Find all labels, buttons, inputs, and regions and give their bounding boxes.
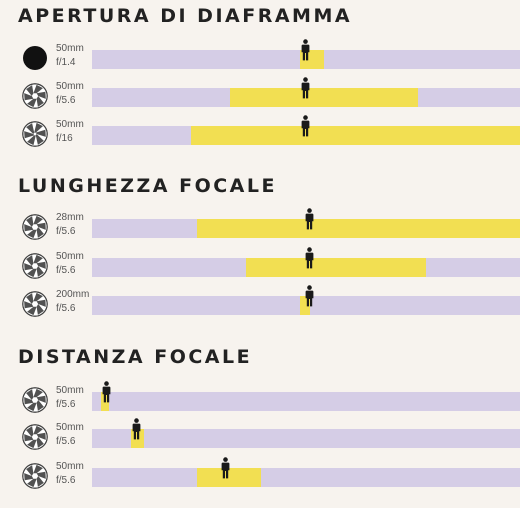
focal-length-label: 28mm — [56, 212, 84, 223]
aperture-wide-open-icon — [21, 44, 49, 72]
lens-settings: 50mm f/5.6 — [56, 80, 84, 108]
diagram-row: 28mm f/5.6 — [0, 208, 520, 244]
person-icon — [305, 208, 314, 230]
distance-bar — [92, 247, 520, 277]
person-icon — [102, 381, 111, 403]
person-icon — [305, 285, 314, 307]
aperture-label: f/5.6 — [56, 399, 76, 410]
distance-bar — [92, 208, 520, 238]
depth-of-field-zone — [246, 258, 426, 277]
focal-length-label: 50mm — [56, 422, 84, 433]
distance-bar — [92, 115, 520, 145]
distance-bar — [92, 285, 520, 315]
aperture-label: f/5.6 — [56, 95, 76, 106]
lens-settings: 50mm f/5.6 — [56, 250, 84, 278]
aperture-medium-icon — [21, 290, 49, 318]
focal-length-label: 50mm — [56, 43, 84, 54]
distance-bar — [92, 457, 520, 487]
depth-of-field-zone — [130, 429, 144, 448]
focal-length-label: 50mm — [56, 251, 84, 262]
lens-settings: 28mm f/5.6 — [56, 211, 84, 239]
person-icon — [221, 457, 230, 479]
diagram-row: 50mm f/5.6 — [0, 418, 520, 454]
lens-settings: 50mm f/5.6 — [56, 384, 84, 412]
section-title: DISTANZA FOCALE — [18, 346, 253, 368]
lens-settings: 50mm f/5.6 — [56, 421, 84, 449]
focal-length-label: 200mm — [56, 289, 90, 300]
aperture-label: f/5.6 — [56, 303, 76, 314]
distance-bar — [92, 77, 520, 107]
aperture-label: f/5.6 — [56, 226, 76, 237]
diagram-row: 50mm f/16 — [0, 115, 520, 151]
diagram-row: 50mm f/5.6 — [0, 247, 520, 283]
lens-settings: 50mm f/16 — [56, 118, 84, 146]
lens-settings: 50mm f/1.4 — [56, 42, 84, 70]
focal-length-label: 50mm — [56, 385, 84, 396]
depth-of-field-zone — [229, 88, 419, 107]
section-title: LUNGHEZZA FOCALE — [18, 175, 277, 197]
aperture-label: f/1.4 — [56, 57, 76, 68]
person-icon — [301, 77, 310, 99]
person-icon — [132, 418, 141, 440]
aperture-label: f/5.6 — [56, 265, 76, 276]
lens-settings: 50mm f/5.6 — [56, 460, 84, 488]
depth-of-field-zone — [196, 219, 520, 238]
aperture-label: f/5.6 — [56, 436, 76, 447]
aperture-medium-icon — [21, 386, 49, 414]
diagram-row: 200mm f/5.6 — [0, 285, 520, 321]
aperture-medium-icon — [21, 82, 49, 110]
diagram-row: 50mm f/5.6 — [0, 381, 520, 417]
diagram-row: 50mm f/1.4 — [0, 39, 520, 75]
depth-of-field-zone — [190, 126, 520, 145]
diagram-row: 50mm f/5.6 — [0, 77, 520, 113]
depth-of-field-zone — [300, 296, 310, 315]
aperture-medium-icon — [21, 462, 49, 490]
person-icon — [301, 115, 310, 137]
aperture-medium-icon — [21, 423, 49, 451]
distance-bar — [92, 418, 520, 448]
focal-length-label: 50mm — [56, 119, 84, 130]
aperture-label: f/16 — [56, 133, 73, 144]
lens-settings: 200mm f/5.6 — [56, 288, 89, 316]
diagram-row: 50mm f/5.6 — [0, 457, 520, 493]
aperture-small-icon — [21, 120, 49, 148]
aperture-label: f/5.6 — [56, 475, 76, 486]
depth-of-field-zone — [196, 468, 262, 487]
person-icon — [305, 247, 314, 269]
aperture-medium-icon — [21, 213, 49, 241]
focal-length-label: 50mm — [56, 81, 84, 92]
distance-bar — [92, 381, 520, 411]
person-icon — [301, 39, 310, 61]
aperture-medium-icon — [21, 252, 49, 280]
distance-bar — [92, 39, 520, 69]
focal-length-label: 50mm — [56, 461, 84, 472]
section-title: APERTURA DI DIAFRAMMA — [18, 5, 353, 27]
